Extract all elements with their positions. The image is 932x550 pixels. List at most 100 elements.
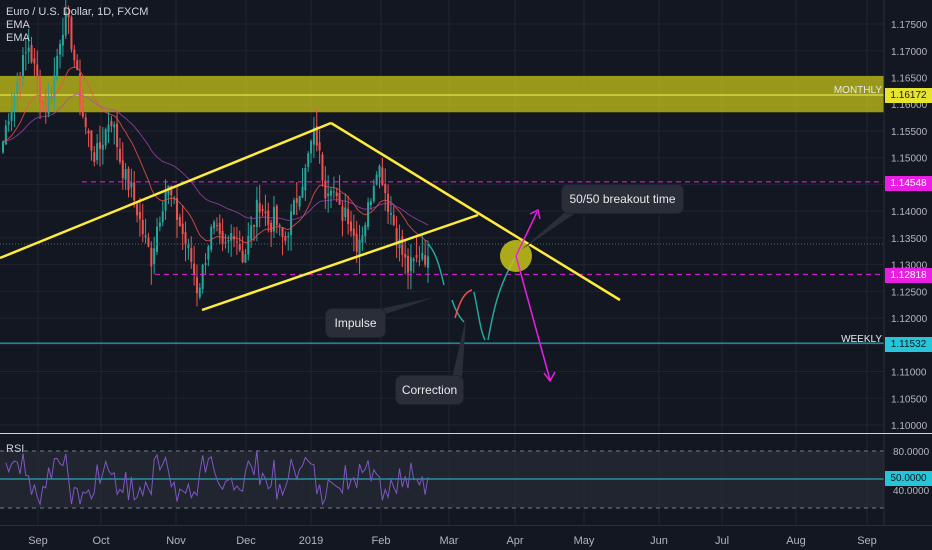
- candle-body: [349, 221, 352, 232]
- candle-body: [272, 206, 275, 232]
- price-tick-label: 1.17000: [891, 47, 928, 58]
- candle-body: [44, 105, 47, 112]
- candle-body: [330, 190, 333, 196]
- ema-fast-line: [2, 66, 429, 244]
- candle-body: [204, 263, 207, 265]
- indicator-ema-2[interactable]: EMA: [6, 32, 30, 44]
- resistance-price-tag: 1.14548: [885, 176, 932, 191]
- candle-body: [67, 13, 70, 18]
- candle-body: [332, 191, 335, 193]
- price-tick-label: 1.15000: [891, 154, 928, 165]
- candle-body: [118, 148, 121, 162]
- candle-body: [7, 121, 10, 125]
- candle-body: [133, 182, 136, 201]
- candle-body: [253, 224, 256, 227]
- time-tick-label: Jun: [650, 535, 668, 547]
- candle-body: [238, 244, 241, 251]
- time-tick-label: Sep: [28, 535, 48, 547]
- candle-body: [2, 141, 4, 153]
- rsi-40-label: 40.0000: [893, 486, 930, 497]
- candle-body: [39, 78, 42, 103]
- projection-impulse: [427, 243, 445, 286]
- impulse-callout[interactable]: Impulse: [326, 309, 385, 337]
- candle-body: [178, 216, 181, 227]
- candle-body: [298, 196, 301, 207]
- price-tick-label: 1.16000: [891, 100, 928, 111]
- candle-body: [275, 205, 278, 226]
- candle-body: [241, 250, 244, 263]
- symbol-title[interactable]: Euro / U.S. Dollar, 1D, FXCM: [6, 6, 149, 18]
- projection-drop: [473, 291, 486, 341]
- breakout-callout[interactable]: 50/50 breakout time: [562, 185, 683, 213]
- candle-body: [244, 254, 247, 263]
- time-tick-label: Aug: [786, 535, 806, 547]
- bullish-arrow-head: [529, 208, 541, 220]
- time-tick-label: Oct: [92, 535, 109, 547]
- candle-body: [427, 256, 429, 268]
- candle-body: [130, 182, 133, 188]
- candle-body: [164, 191, 167, 211]
- candle-body: [127, 168, 130, 191]
- candle-body: [395, 228, 398, 246]
- price-tick-label: 1.14000: [891, 207, 928, 218]
- candle-body: [136, 203, 139, 216]
- drawings: [0, 121, 884, 383]
- candle-body: [312, 127, 315, 145]
- candle-body: [198, 287, 201, 298]
- candle-body: [415, 254, 418, 258]
- upper-left-trendline: [0, 121, 332, 260]
- price-tick-label: 1.12000: [891, 314, 928, 325]
- candle-body: [47, 96, 50, 115]
- candle-body: [261, 208, 264, 211]
- candle-body: [36, 64, 39, 79]
- candle-body: [401, 236, 404, 255]
- candle-body: [150, 247, 153, 267]
- rsi-line: [5, 450, 429, 507]
- candle-body: [258, 203, 261, 213]
- candle-body: [90, 130, 93, 151]
- bearish-arrow-shaft: [515, 255, 551, 381]
- candle-body: [161, 211, 164, 223]
- supply-zone: [0, 75, 884, 113]
- candle-body: [207, 246, 210, 260]
- candle-body: [418, 260, 421, 262]
- candle-body: [147, 237, 150, 247]
- candle-body: [389, 213, 392, 215]
- candle-body: [324, 180, 327, 199]
- candle-body: [404, 254, 407, 258]
- candle-body: [193, 263, 196, 275]
- bullish-arrow-shaft: [515, 211, 538, 257]
- candle-body: [335, 192, 338, 197]
- candle-body: [210, 226, 213, 250]
- candle-body: [287, 236, 290, 238]
- candle-body: [412, 258, 415, 262]
- candle-body: [355, 233, 358, 252]
- candle-body: [347, 208, 350, 224]
- correction-callout[interactable]: Correction: [396, 376, 463, 404]
- candle-body: [87, 130, 90, 134]
- candle-body: [290, 211, 293, 236]
- candle-body: [53, 75, 56, 100]
- time-tick-label: Dec: [236, 535, 256, 547]
- candle-body: [301, 186, 304, 198]
- candle-body: [141, 219, 144, 235]
- candle-body: [79, 73, 82, 107]
- candle-body: [98, 142, 101, 149]
- indicator-ema-1[interactable]: EMA: [6, 19, 30, 31]
- candle-body: [310, 140, 313, 154]
- candle-body: [144, 235, 147, 238]
- time-tick-label: Apr: [506, 535, 523, 547]
- candle-body: [318, 142, 321, 151]
- candle-body: [33, 58, 36, 64]
- candle-body: [392, 215, 395, 226]
- candle-body: [264, 211, 267, 214]
- candle-body: [424, 255, 427, 265]
- candle-body: [341, 206, 344, 221]
- price-tick-label: 1.10000: [891, 421, 928, 432]
- monthly-level-label: MONTHLY: [833, 85, 882, 96]
- support-price-tag: 1.12818: [885, 268, 932, 283]
- rsi-title[interactable]: RSI: [6, 443, 25, 455]
- chart-legend: Euro / U.S. Dollar, 1D, FXCM EMA EMA: [6, 6, 148, 45]
